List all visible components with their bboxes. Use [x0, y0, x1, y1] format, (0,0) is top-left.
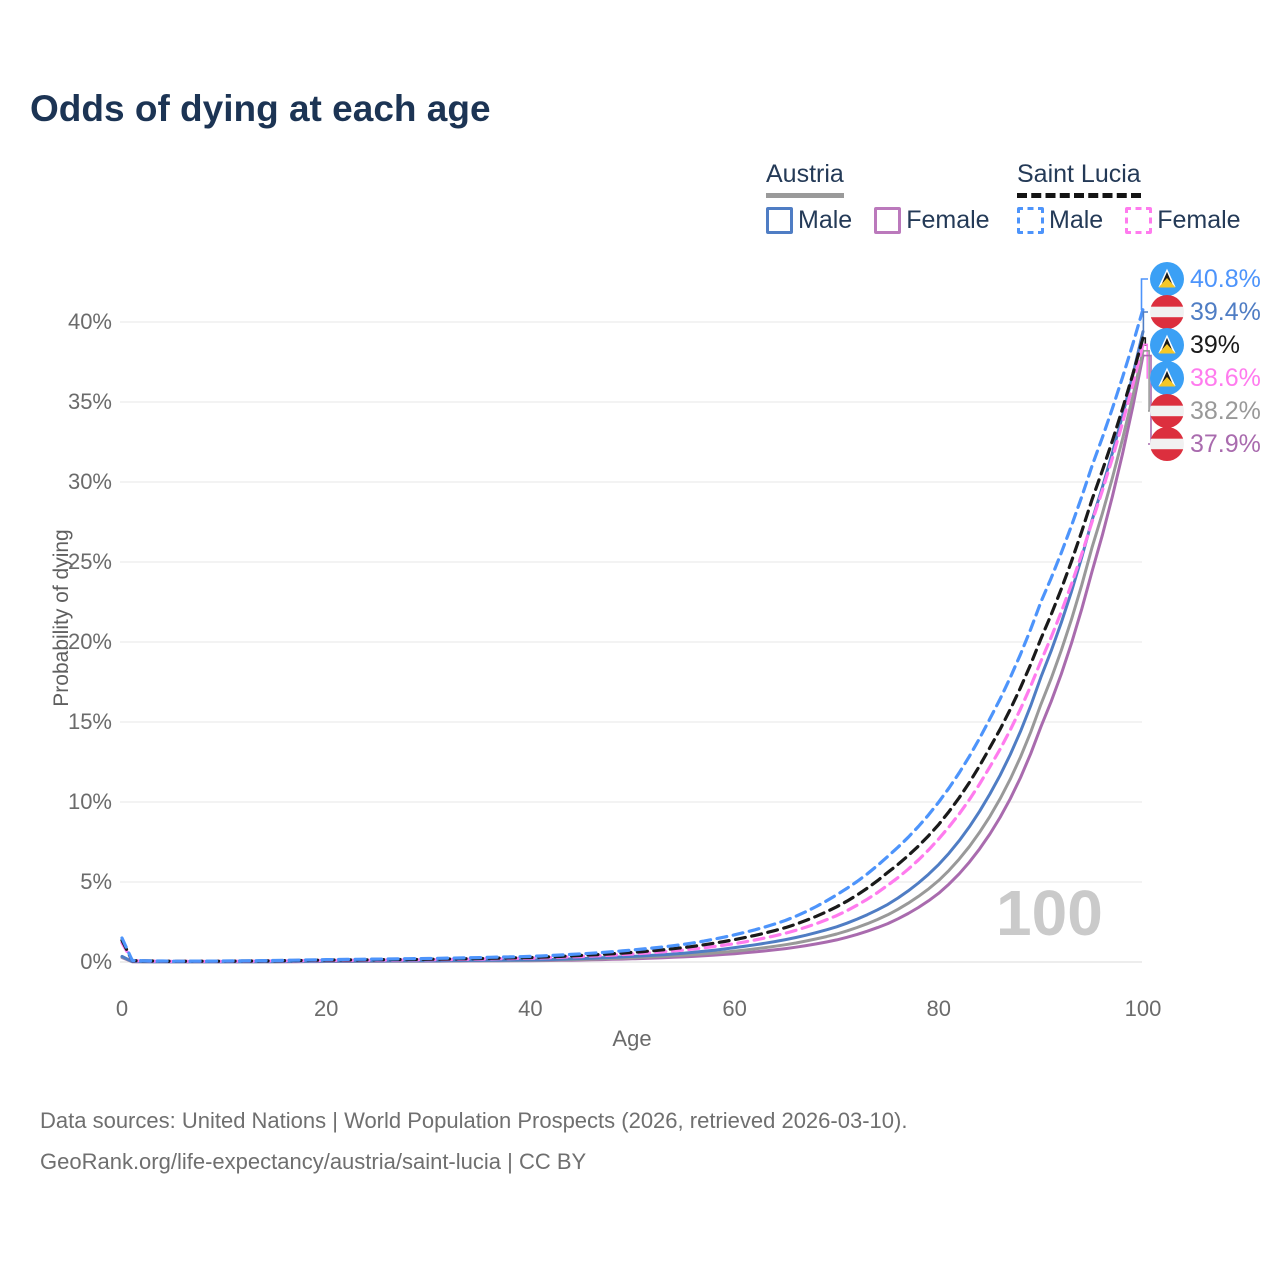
end-label-value-saint-lucia-female: 38.6%	[1190, 363, 1261, 392]
end-label-value-saint-lucia-male: 40.8%	[1190, 264, 1261, 293]
x-tick-label: 80	[926, 996, 952, 1021]
curve-austria-both	[120, 349, 1145, 964]
y-tick-label: 35%	[67, 389, 112, 414]
leader-line-saint-lucia-female	[1143, 343, 1148, 379]
legend-group-austria: Austria Male Female	[766, 160, 990, 235]
end-label-value-austria-male: 39.4%	[1190, 297, 1261, 326]
curve-austria-female	[120, 354, 1145, 964]
legend-country-saint-lucia: Saint Lucia	[1017, 160, 1141, 198]
austria-flag-icon	[1150, 394, 1184, 428]
leader-line-austria-male	[1142, 311, 1148, 333]
legend-checkbox-saint-lucia-female[interactable]	[1125, 207, 1153, 234]
curve-saint-lucia-both	[120, 336, 1145, 963]
leader-line-austria-female	[1143, 354, 1152, 445]
legend-checkbox-saint-lucia-male[interactable]	[1017, 207, 1044, 234]
gridlines	[120, 321, 1142, 963]
x-axis-title: Age	[612, 1026, 652, 1051]
curve-austria-male	[120, 330, 1145, 964]
legend-item-saint-lucia-female[interactable]: Female	[1125, 206, 1241, 235]
end-label-value-saint-lucia-both: 39%	[1190, 330, 1241, 359]
page-title: Odds of dying at each age	[30, 88, 491, 129]
leader-line-austria-both	[1143, 350, 1150, 412]
footer-attribution: GeoRank.org/life-expectancy/austria/sain…	[40, 1149, 587, 1174]
x-tick-label: 0	[115, 996, 129, 1021]
legend: Austria Male Female Saint Lucia Male Female	[0, 160, 1280, 240]
end-label-value-austria-female: 37.9%	[1190, 429, 1261, 458]
leader-lines	[1140, 278, 1152, 445]
legend-checkbox-austria-male[interactable]	[766, 207, 793, 234]
y-tick-label: 40%	[67, 309, 112, 334]
leader-line-saint-lucia-male	[1140, 278, 1148, 310]
y-tick-label: 30%	[67, 469, 112, 494]
austria-flag-icon	[1150, 295, 1184, 329]
y-tick-label: 5%	[80, 869, 112, 894]
curve-saint-lucia-male	[120, 307, 1145, 963]
age-watermark: 100	[996, 877, 1103, 949]
austria-flag-icon	[1150, 427, 1184, 461]
x-tick-label: 20	[313, 996, 339, 1021]
end-label-row-austria-female: 37.9%	[1150, 427, 1261, 461]
legend-label-austria-male: Male	[798, 206, 853, 234]
y-tick-label: 15%	[67, 709, 112, 734]
legend-item-saint-lucia-male[interactable]: Male	[1017, 206, 1103, 235]
y-tick-label: 10%	[67, 789, 112, 814]
saint-lucia-flag-icon	[1150, 262, 1184, 296]
legend-label-austria-female: Female	[906, 206, 990, 234]
x-tick-label: 60	[722, 996, 747, 1021]
x-tick-label: 100	[1124, 996, 1162, 1021]
curve-saint-lucia-female	[120, 342, 1145, 963]
footer-data-sources: Data sources: United Nations | World Pop…	[40, 1108, 908, 1133]
end-label-row-austria-male: 39.4%	[1150, 295, 1261, 329]
legend-label-saint-lucia-female: Female	[1157, 206, 1241, 234]
legend-checkbox-austria-female[interactable]	[874, 207, 902, 234]
end-label-value-austria-both: 38.2%	[1190, 396, 1261, 425]
x-tick-label: 40	[518, 996, 543, 1021]
legend-label-saint-lucia-male: Male	[1049, 206, 1104, 234]
end-label-row-saint-lucia-male: 40.8%	[1150, 262, 1261, 296]
end-label-row-austria-both: 38.2%	[1150, 394, 1261, 428]
legend-group-saint-lucia: Saint Lucia Male Female	[1017, 160, 1241, 235]
y-tick-label: 25%	[67, 549, 112, 574]
curves	[120, 307, 1145, 964]
legend-item-austria-male[interactable]: Male	[766, 206, 852, 235]
legend-item-austria-female[interactable]: Female	[874, 206, 990, 235]
saint-lucia-flag-icon	[1150, 328, 1184, 362]
y-tick-label: 20%	[67, 629, 112, 654]
end-label-row-saint-lucia-both: 39%	[1150, 328, 1240, 362]
end-label-row-saint-lucia-female: 38.6%	[1150, 361, 1261, 395]
saint-lucia-flag-icon	[1150, 361, 1184, 395]
legend-country-austria: Austria	[766, 160, 844, 198]
y-tick-label: 0%	[80, 949, 112, 974]
